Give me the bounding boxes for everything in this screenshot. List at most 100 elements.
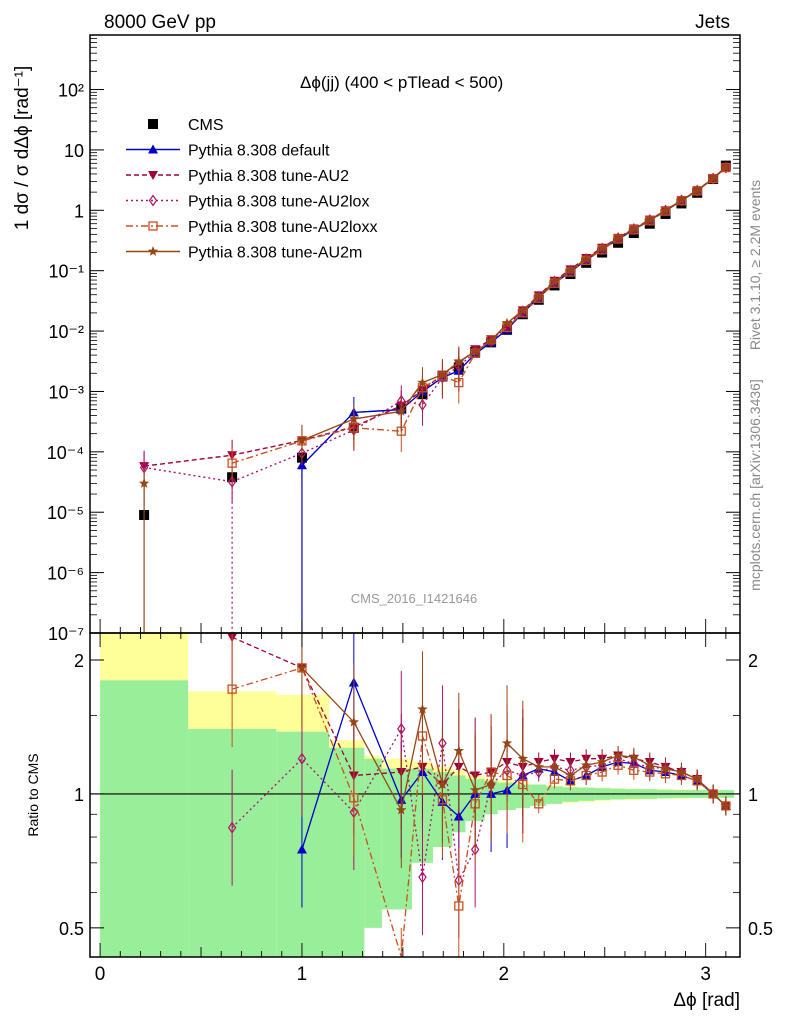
ratio-y-tick-label: 2 <box>74 651 84 671</box>
ratio-point-pythia-8-308-tune-au2lox <box>418 871 427 884</box>
band-green <box>364 758 382 928</box>
point-pythia-8-308-tune-au2m <box>720 161 732 172</box>
point-pythia-8-308-tune-au2loxx <box>227 458 237 468</box>
ratio-point-pythia-8-308-tune-au2lox <box>397 722 406 735</box>
header-left: 8000 GeV pp <box>104 12 216 33</box>
point-pythia-8-308-tune-au2m <box>417 377 428 388</box>
legend-marker-pythia-8-308-tune-au2m <box>147 246 159 256</box>
x-tick-label: 3 <box>700 964 711 985</box>
legend-label-pythia-8-308-tune-au2lox: Pythia 8.308 tune-AU2lox <box>188 194 369 211</box>
point-pythia-8-308-tune-au2lox <box>418 398 427 411</box>
main-plot <box>138 160 732 633</box>
ratio-point-pythia-8-308-tune-au2m <box>517 753 528 764</box>
point-pythia-8-308-tune-au2m <box>676 194 687 205</box>
band-green <box>530 784 547 806</box>
ratio-point-pythia-8-308-tune-au2m <box>660 763 671 774</box>
ratio-point-pythia-8-308-tune-au2m <box>501 737 513 748</box>
band-green <box>100 680 189 957</box>
point-pythia-8-308-tune-au2m <box>348 413 360 424</box>
legend-label-pythia-8-308-tune-au2: Pythia 8.308 tune-AU2 <box>188 168 349 185</box>
ratio-point-pythia-8-308-tune-au2m <box>417 703 428 714</box>
legend-label-pythia-8-308-tune-au2m: Pythia 8.308 tune-AU2m <box>188 245 362 262</box>
ratio-point-pythia-8-308-tune-au2m <box>644 759 655 770</box>
ratio-point-pythia-8-308-tune-au2m <box>437 779 448 789</box>
ratio-point-pythia-8-308-tune-au2m <box>628 751 640 762</box>
ratio-frame <box>89 632 741 958</box>
ratio-y-tick-label-right: 2 <box>748 651 758 671</box>
analysis-watermark: CMS_2016_I1421646 <box>351 591 478 606</box>
ratio-point-pythia-8-308-tune-au2m <box>612 750 624 760</box>
ratio-y-tick-label-right: 1 <box>748 785 758 805</box>
point-pythia-8-308-tune-au2m <box>138 477 150 488</box>
point-pythia-8-308-tune-au2m <box>437 369 448 380</box>
legend-marker-pythia-8-308-tune-au2loxx <box>148 221 158 231</box>
y-tick-label: 1 <box>74 201 84 221</box>
y-tick-label: 10 <box>64 141 84 161</box>
ratio-point-pythia-8-308-tune-au2lox <box>227 821 237 834</box>
point-pythia-8-308-tune-au2m <box>549 276 560 286</box>
y-axis-label: 1 dσ / σ dΔϕ [rad⁻¹] <box>12 66 33 231</box>
point-pythia-8-308-tune-au2m <box>533 291 544 302</box>
band-green <box>562 787 579 802</box>
plot-title: Δϕ(jj) (400 < pTlead < 500) <box>300 73 503 92</box>
point-pythia-8-308-tune-au2m <box>396 405 407 416</box>
series-line-pythia-8-308-tune-au2 <box>144 167 727 467</box>
ratio-point-pythia-8-308-tune-au2m <box>565 770 576 780</box>
point-pythia-8-308-tune-au2m <box>596 242 608 253</box>
y-tick-label: 10⁻⁵ <box>47 503 84 523</box>
ratio-point-pythia-8-308-tune-au2loxx <box>227 684 237 694</box>
legend-label-pythia-8-308-default: Pythia 8.308 default <box>188 143 330 160</box>
y-tick-label: 10⁻⁴ <box>47 443 84 463</box>
legend: CMS Pythia 8.308 default Pythia 8.308 tune… <box>126 117 377 262</box>
series-line-pythia-8-308-tune-au2lox <box>143 167 727 483</box>
ratio-point-pythia-8-308-tune-au2m <box>348 716 360 727</box>
ratio-point-pythia-8-308-default <box>296 844 307 854</box>
header-right: Jets <box>695 12 730 33</box>
legend-label-cms: CMS <box>188 117 224 134</box>
mcplots-label: mcplots.cern.ch [arXiv:1306.3436] <box>747 379 763 591</box>
point-pythia-8-308-tune-au2m <box>453 356 464 367</box>
y-tick-label: 10⁻² <box>48 322 84 342</box>
point-pythia-8-308-tune-au2m <box>707 172 719 183</box>
band-green <box>546 786 563 804</box>
x-tick-label: 2 <box>499 964 510 985</box>
ratio-y-tick-label-right: 0.5 <box>748 919 773 939</box>
band-green <box>329 747 365 957</box>
ratio-point-pythia-8-308-tune-au2m <box>676 766 687 777</box>
ratio-point-pythia-8-308-tune-au2m <box>533 761 544 772</box>
ratio-point-pythia-8-308-tune-au2m <box>549 761 560 772</box>
point-pythia-8-308-tune-au2m <box>644 214 655 225</box>
point-pythia-8-308-tune-au2m <box>296 434 308 445</box>
legend-marker-pythia-8-308-tune-au2lox <box>148 194 158 207</box>
ratio-point-pythia-8-308-tune-au2lox <box>297 752 307 765</box>
ratio-point-pythia-8-308-tune-au2m <box>453 745 464 756</box>
ratio-point-pythia-8-308-tune-au2m <box>485 779 497 789</box>
x-tick-label: 0 <box>95 964 106 985</box>
point-pythia-8-308-tune-au2m <box>517 304 528 315</box>
legend-marker-pythia-8-308-tune-au2 <box>148 171 158 180</box>
series-line-pythia-8-308-tune-au2loxx <box>231 167 727 464</box>
y-tick-label: 10⁻⁷ <box>48 624 84 644</box>
point-pythia-8-308-tune-au2m <box>501 317 513 328</box>
rivet-label: Rivet 3.1.10, ≥ 2.2M events <box>747 180 763 350</box>
point-pythia-8-308-tune-au2m <box>692 185 703 195</box>
y-tick-label: 10² <box>58 81 84 101</box>
ratio-point-pythia-8-308-tune-au2m <box>580 759 592 770</box>
ratio-line-pythia-8-308-tune-au2loxx <box>231 667 727 958</box>
ratio-point-pythia-8-308-tune-au2m <box>707 788 719 799</box>
ratio-plot <box>90 633 740 958</box>
ratio-point-pythia-8-308-tune-au2m <box>469 784 481 795</box>
y-tick-label: 10⁻³ <box>48 382 84 402</box>
ratio-point-pythia-8-308-tune-au2m <box>596 756 608 767</box>
ratio-y-tick-label: 1 <box>74 785 84 805</box>
point-pythia-8-308-tune-au2m <box>660 205 671 215</box>
ratio-point-pythia-8-308-tune-au2loxx <box>349 793 359 803</box>
ratio-point-pythia-8-308-tune-au2m <box>396 804 407 815</box>
ratio-point-pythia-8-308-tune-au2m <box>692 773 703 784</box>
x-tick-label: 1 <box>297 964 308 985</box>
y-tick-label: 10⁻¹ <box>48 262 84 282</box>
band-green <box>276 731 330 957</box>
legend-label-pythia-8-308-tune-au2loxx: Pythia 8.308 tune-AU2loxx <box>188 219 377 236</box>
legend-marker-cms <box>148 119 158 129</box>
